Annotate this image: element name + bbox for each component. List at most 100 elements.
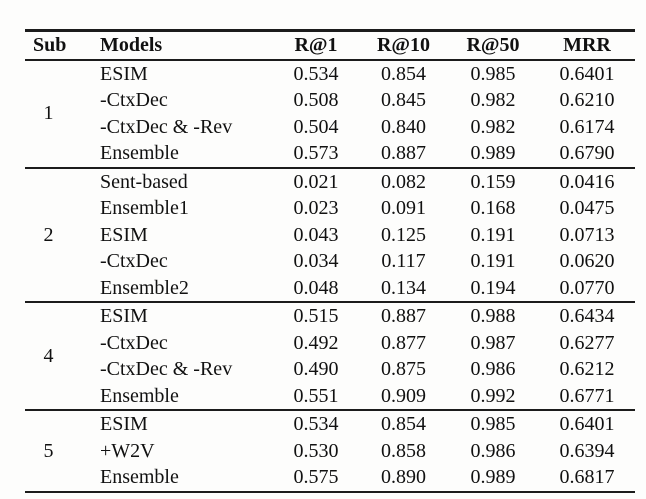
r50-cell: 0.987 — [470, 331, 516, 354]
r10-cell: 0.854 — [381, 62, 426, 85]
model-cell: Ensemble — [100, 466, 179, 488]
model-cell: Ensemble2 — [100, 276, 189, 299]
r10-cell: 0.858 — [381, 439, 426, 462]
r1-cell: 0.021 — [293, 170, 339, 193]
r1-cell: 0.508 — [293, 89, 339, 111]
mrr-cell: 0.0620 — [559, 250, 615, 272]
r1-cell: 0.575 — [293, 466, 339, 488]
section-sub-1: 1 ESIM 0.534 0.854 0.985 0.6401 -CtxDec … — [25, 60, 635, 168]
mrr-cell: 0.0713 — [559, 223, 615, 246]
table-row: -CtxDec 0.034 0.117 0.191 0.0620 — [25, 248, 635, 275]
r1-cell: 0.034 — [293, 250, 339, 272]
r10-cell: 0.117 — [381, 250, 426, 272]
r10-cell: 0.845 — [381, 89, 426, 111]
r10-cell: 0.840 — [381, 115, 426, 138]
r50-cell: 0.982 — [470, 89, 516, 111]
r10-cell: 0.082 — [381, 170, 426, 193]
table-row: 2 Sent-based 0.021 0.082 0.159 0.0416 — [25, 168, 635, 246]
r1-cell: 0.551 — [293, 384, 339, 407]
r50-cell: 0.988 — [470, 305, 516, 327]
r10-cell: 0.854 — [381, 413, 426, 435]
r50-cell: 0.989 — [470, 142, 516, 164]
model-cell: ESIM — [100, 305, 148, 327]
table-row: Ensemble1 0.023 0.091 0.168 0.0475 — [25, 195, 635, 222]
model-cell: -CtxDec & -Rev — [100, 115, 233, 138]
mrr-cell: 0.0475 — [559, 197, 615, 219]
r1-cell: 0.048 — [293, 276, 339, 299]
r50-cell: 0.986 — [470, 439, 516, 462]
r1-cell: 0.534 — [293, 413, 339, 435]
header-row: Sub Models R@1 R@10 R@50 MRR — [25, 31, 635, 60]
model-cell: ESIM — [100, 223, 148, 246]
table-row: Ensemble 0.551 0.909 0.992 0.6771 — [25, 383, 635, 411]
r1-cell: 0.534 — [293, 62, 339, 85]
r50-cell: 0.992 — [470, 384, 516, 407]
model-cell: Ensemble — [100, 142, 179, 164]
table-row: 5 ESIM 0.534 0.854 0.985 0.6401 — [25, 410, 635, 462]
r1-cell: 0.504 — [293, 115, 339, 138]
r50-cell: 0.191 — [470, 223, 516, 246]
r1-cell: 0.023 — [293, 197, 339, 219]
r1-cell: 0.043 — [293, 223, 339, 246]
r10-cell: 0.887 — [381, 305, 426, 327]
column-header-r1: R@1 — [294, 34, 338, 56]
results-table: Sub Models R@1 R@10 R@50 MRR 1 ESIM 0.53… — [25, 29, 635, 493]
r50-cell: 0.982 — [470, 115, 516, 138]
r10-cell: 0.887 — [381, 142, 426, 164]
r1-cell: 0.492 — [293, 331, 339, 354]
model-cell: -CtxDec — [100, 331, 168, 354]
r10-cell: 0.134 — [381, 276, 426, 299]
model-cell: -CtxDec — [100, 250, 168, 272]
column-header-sub: Sub — [33, 34, 67, 56]
column-header-models: Models — [100, 34, 163, 56]
table-row: Ensemble 0.573 0.887 0.989 0.6790 — [25, 140, 635, 168]
table-header: Sub Models R@1 R@10 R@50 MRR — [25, 31, 635, 60]
column-header-r10: R@10 — [376, 34, 431, 56]
table-row: 1 ESIM 0.534 0.854 0.985 0.6401 — [25, 60, 635, 125]
model-cell: Ensemble — [100, 384, 179, 407]
r50-cell: 0.168 — [470, 197, 516, 219]
model-cell: ESIM — [100, 413, 148, 435]
r10-cell: 0.909 — [381, 384, 426, 407]
model-cell: -CtxDec & -Rev — [100, 358, 233, 380]
mrr-cell: 0.6174 — [559, 115, 615, 138]
section-sub-4: 4 ESIM 0.515 0.887 0.988 0.6434 -CtxDec … — [25, 302, 635, 410]
r50-cell: 0.985 — [470, 62, 516, 85]
section-sub-5: 5 ESIM 0.534 0.854 0.985 0.6401 +W2V 0.5… — [25, 410, 635, 492]
r1-cell: 0.530 — [293, 439, 339, 462]
model-cell: +W2V — [100, 439, 155, 462]
mrr-cell: 0.6277 — [559, 331, 615, 354]
mrr-cell: 0.6401 — [559, 62, 615, 85]
table-row: -CtxDec 0.508 0.845 0.982 0.6210 — [25, 87, 635, 114]
model-cell: ESIM — [100, 62, 148, 85]
mrr-cell: 0.0770 — [559, 276, 615, 299]
table-row: -CtxDec & -Rev 0.504 0.840 0.982 0.6174 — [25, 114, 635, 141]
table-row: +W2V 0.530 0.858 0.986 0.6394 — [25, 438, 635, 465]
sub-cell: 4 — [43, 344, 54, 367]
sub-cell: 5 — [43, 439, 54, 462]
r10-cell: 0.875 — [381, 358, 426, 380]
table-row: 4 ESIM 0.515 0.887 0.988 0.6434 — [25, 302, 635, 367]
column-header-r50: R@50 — [466, 34, 520, 56]
r50-cell: 0.194 — [470, 276, 516, 299]
model-cell: -CtxDec — [100, 89, 168, 111]
mrr-cell: 0.6434 — [559, 305, 615, 327]
table-row: Ensemble2 0.048 0.134 0.194 0.0770 — [25, 275, 635, 303]
table-row: Ensemble 0.575 0.890 0.989 0.6817 — [25, 464, 635, 492]
mrr-cell: 0.6212 — [559, 358, 615, 380]
mrr-cell: 0.6401 — [559, 413, 615, 435]
r1-cell: 0.515 — [293, 305, 339, 327]
mrr-cell: 0.6817 — [559, 466, 615, 488]
r10-cell: 0.125 — [381, 223, 426, 246]
r50-cell: 0.989 — [470, 466, 516, 488]
r50-cell: 0.985 — [470, 413, 516, 435]
sub-cell: 2 — [43, 223, 54, 246]
column-header-mrr: MRR — [563, 34, 611, 56]
r50-cell: 0.159 — [470, 170, 516, 193]
section-sub-2: 2 Sent-based 0.021 0.082 0.159 0.0416 En… — [25, 168, 635, 303]
table-row: -CtxDec & -Rev 0.490 0.875 0.986 0.6212 — [25, 356, 635, 383]
sub-cell: 1 — [43, 102, 54, 125]
r50-cell: 0.986 — [470, 358, 516, 380]
table-row: ESIM 0.043 0.125 0.191 0.0713 — [25, 222, 635, 249]
